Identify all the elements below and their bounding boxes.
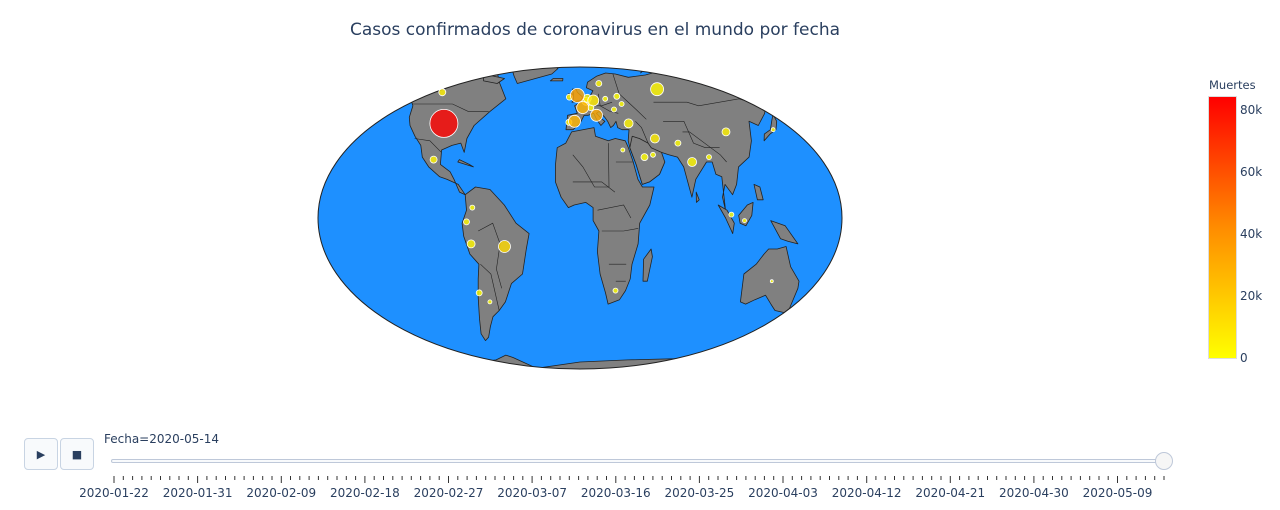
- land-eurasia: [565, 67, 807, 211]
- colorbar-tick-label: 0: [1240, 351, 1248, 365]
- slider-tick-label: 2020-04-21: [915, 486, 986, 500]
- slider-tick-label: 2020-04-03: [748, 486, 818, 500]
- slider-tick-label: 2020-04-30: [999, 486, 1069, 500]
- colorbar-tick-label: 80k: [1240, 103, 1263, 118]
- country-border: [612, 73, 647, 120]
- bubble-canada[interactable]: [438, 88, 447, 97]
- bubble-france[interactable]: [576, 101, 590, 114]
- country-border: [572, 181, 616, 193]
- colorbar-tick-label: 20k: [1240, 289, 1263, 304]
- bubble-poland[interactable]: [602, 95, 609, 102]
- slider-tick-label: 2020-05-09: [1082, 486, 1153, 500]
- bubble-chile[interactable]: [475, 289, 483, 297]
- country-border: [572, 143, 610, 188]
- colorbar-tick-label: 40k: [1240, 227, 1263, 242]
- land-philippines: [753, 184, 764, 201]
- land-australia: [740, 246, 800, 313]
- bubble-iran[interactable]: [650, 133, 660, 144]
- country-border: [597, 204, 632, 219]
- bubble-peru[interactable]: [466, 239, 476, 249]
- bubble-south-africa[interactable]: [612, 287, 619, 294]
- country-border: [480, 263, 500, 311]
- bubble-saudi-arabia[interactable]: [640, 153, 649, 162]
- slider-tick-label: 2020-01-31: [162, 486, 233, 500]
- bubble-china[interactable]: [721, 127, 731, 137]
- bubble-united-states[interactable]: [429, 109, 459, 138]
- bubble-pakistan[interactable]: [674, 139, 682, 147]
- bubble-italy[interactable]: [590, 108, 603, 122]
- bubble-brazil[interactable]: [498, 240, 511, 253]
- bubble-romania[interactable]: [611, 106, 617, 113]
- country-border: [414, 138, 442, 153]
- slider-tick-label: 2020-01-22: [79, 486, 149, 500]
- stop-icon: ■: [71, 447, 83, 461]
- slider-tick-label: 2020-04-12: [831, 486, 902, 500]
- land-sri-lanka: [695, 191, 700, 203]
- colorbar-tick-label: 60k: [1240, 165, 1263, 180]
- date-slider-handle[interactable]: [1155, 452, 1173, 470]
- land-africa: [555, 127, 655, 305]
- bubble-argentina[interactable]: [487, 299, 493, 305]
- bubble-ukraine[interactable]: [618, 101, 625, 107]
- stop-button[interactable]: ■: [60, 438, 94, 470]
- land-cuba: [457, 159, 474, 168]
- land-new-guinea: [770, 220, 799, 245]
- bubble-belarus[interactable]: [613, 92, 621, 100]
- play-button[interactable]: ▶: [24, 438, 58, 470]
- slider-tick-label: 2020-03-16: [580, 486, 651, 500]
- bubble-mexico[interactable]: [429, 155, 438, 164]
- bubble-qatar[interactable]: [650, 151, 656, 158]
- bubble-germany[interactable]: [587, 94, 600, 107]
- bubble-india[interactable]: [687, 157, 697, 167]
- play-icon: ▶: [36, 447, 46, 461]
- map-outline: [317, 66, 843, 370]
- bubble-indonesia[interactable]: [742, 218, 747, 224]
- slider-current-value: Fecha=2020-05-14: [104, 432, 219, 446]
- bubble-russia[interactable]: [650, 82, 664, 97]
- bubble-layer[interactable]: [429, 80, 776, 305]
- bubble-japan[interactable]: [770, 127, 776, 133]
- country-border: [635, 121, 649, 144]
- bubble-singapore[interactable]: [728, 211, 735, 218]
- country-border: [412, 103, 489, 112]
- chart-title: Casos confirmados de coronavirus en el m…: [349, 20, 841, 40]
- colorbar: [1208, 96, 1237, 359]
- slider-tick-label: 2020-02-18: [330, 486, 400, 500]
- bubble-australia[interactable]: [769, 279, 774, 284]
- slider-tick-label: 2020-02-09: [246, 486, 317, 500]
- country-border: [663, 121, 720, 148]
- land-indonesia: [717, 204, 735, 234]
- bubble-sweden[interactable]: [595, 80, 603, 87]
- bubble-colombia[interactable]: [469, 204, 476, 211]
- colorbar-title: Muertes: [1209, 78, 1256, 92]
- bubble-united-kingdom[interactable]: [570, 88, 585, 103]
- bubble-bangladesh[interactable]: [706, 154, 712, 161]
- bubble-turkey[interactable]: [623, 118, 634, 129]
- land-south-america: [461, 186, 530, 341]
- world-map[interactable]: [0, 0, 1280, 400]
- country-border: [682, 131, 727, 163]
- country-border: [601, 228, 639, 232]
- bubble-ecuador[interactable]: [463, 218, 470, 226]
- bubble-egypt[interactable]: [620, 147, 626, 153]
- slider-tick-label: 2020-03-25: [664, 486, 735, 500]
- land-iceland: [549, 78, 564, 82]
- land-madagascar: [642, 248, 653, 282]
- slider-tick-label: 2020-03-07: [497, 486, 568, 500]
- bubble-spain[interactable]: [568, 114, 581, 128]
- slider-tick-label: 2020-02-27: [413, 486, 484, 500]
- land-arabia-fill: [629, 135, 666, 185]
